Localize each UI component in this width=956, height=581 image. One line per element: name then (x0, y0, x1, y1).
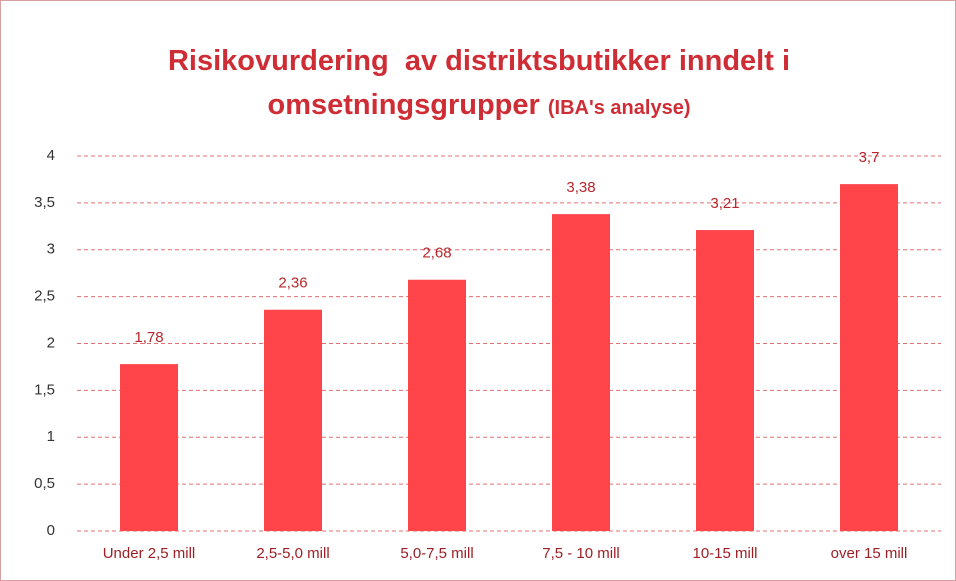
x-tick-label: 5,0-7,5 mill (400, 545, 473, 562)
y-tick-label: 0 (47, 522, 55, 539)
y-tick-label: 3 (47, 241, 55, 258)
chart-title-block: Risikovurdering av distriktsbutikker inn… (119, 39, 839, 130)
value-label: 3,38 (566, 179, 595, 196)
y-tick-label: 3,5 (34, 194, 55, 211)
y-tick-label: 4 (47, 147, 55, 164)
value-label: 2,36 (278, 275, 307, 292)
x-tick-label: 2,5-5,0 mill (256, 545, 329, 562)
y-tick-label: 2,5 (34, 288, 55, 305)
value-label: 1,78 (134, 329, 163, 346)
x-tick-label: 10-15 mill (692, 545, 757, 562)
bar (552, 214, 610, 531)
x-tick-label: 7,5 - 10 mill (542, 545, 620, 562)
value-label: 2,68 (422, 245, 451, 262)
value-label: 3,7 (859, 149, 880, 166)
y-tick-label: 1,5 (34, 381, 55, 398)
x-tick-label: over 15 mill (831, 545, 908, 562)
bar (840, 184, 898, 531)
chart-title: Risikovurdering av distriktsbutikker inn… (167, 45, 799, 121)
bar (264, 309, 322, 531)
value-label: 3,21 (710, 195, 739, 212)
bar (408, 279, 466, 531)
y-tick-label: 1 (47, 428, 55, 445)
bar (120, 364, 178, 531)
title-note: (IBA's analyse) (547, 97, 691, 119)
bar (696, 230, 754, 531)
x-tick-label: Under 2,5 mill (103, 545, 196, 562)
y-tick-label: 2 (47, 334, 55, 351)
y-tick-label: 0,5 (34, 475, 55, 492)
